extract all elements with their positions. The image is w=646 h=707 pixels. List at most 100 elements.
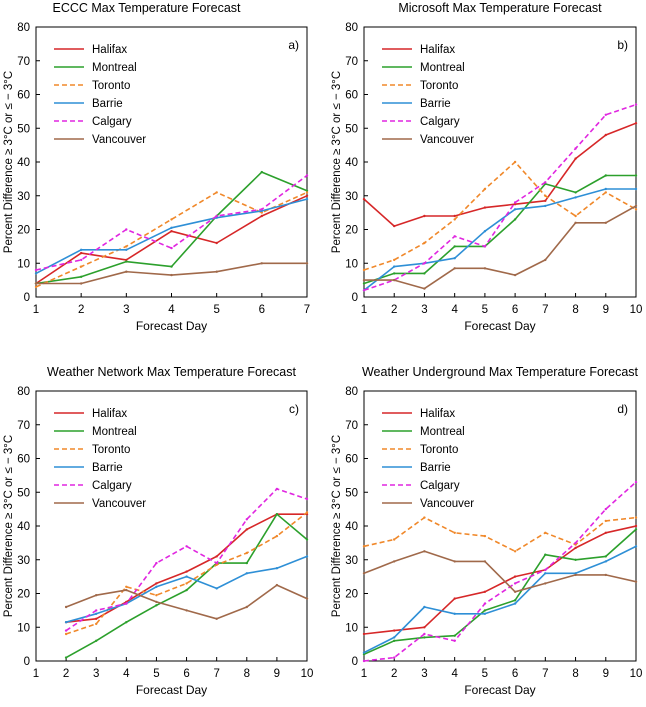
series-line-barrie <box>363 188 636 291</box>
series-line-montreal <box>65 513 308 659</box>
x-axis-label: Forecast Day <box>464 683 535 697</box>
data-point-vancouver <box>483 267 487 270</box>
y-axis-label: Percent Difference ≥ 3°C or ≤ − 3°C <box>3 71 15 253</box>
data-point-calgary <box>34 268 38 272</box>
data-point-halifax <box>544 199 547 202</box>
data-point-toronto <box>245 551 248 555</box>
y-tick-label: 80 <box>345 22 358 34</box>
data-point-vancouver <box>574 573 577 577</box>
data-point-halifax <box>634 122 638 125</box>
data-point-halifax <box>362 632 366 636</box>
x-axis-label: Forecast Day <box>136 319 207 333</box>
y-tick-label: 50 <box>345 487 358 499</box>
x-tick-label: 6 <box>259 304 265 316</box>
data-point-barrie <box>185 575 188 578</box>
x-tick-label: 9 <box>603 668 609 680</box>
data-point-calgary <box>275 487 279 491</box>
y-tick-label: 30 <box>17 191 30 203</box>
data-point-halifax <box>215 555 218 558</box>
data-point-calgary <box>513 201 517 204</box>
data-point-halifax <box>215 241 218 245</box>
y-tick-label: 10 <box>17 622 30 634</box>
data-point-vancouver <box>185 609 188 612</box>
data-point-montreal <box>634 174 638 177</box>
x-tick-label: 6 <box>512 304 518 316</box>
data-point-toronto <box>170 218 173 221</box>
chart-panel-eccc: ECCC Max Temperature Forecast a) 0 10 20 30 40… <box>3 1 310 333</box>
data-point-barrie <box>453 612 456 615</box>
legend-label-halifax: Halifax <box>420 44 455 56</box>
y-tick-label: 40 <box>345 157 358 169</box>
series-line-toronto <box>65 511 308 635</box>
data-point-vancouver <box>362 278 366 282</box>
data-point-barrie <box>215 587 218 590</box>
data-point-vancouver <box>95 594 98 597</box>
series-line-halifax <box>66 513 307 623</box>
x-tick-label: 9 <box>274 668 280 680</box>
legend-label-vancouver: Vancouver <box>92 498 146 510</box>
x-tick-label: 8 <box>572 304 578 316</box>
x-tick-label: 7 <box>304 304 310 316</box>
y-tick-label: 0 <box>352 292 358 304</box>
data-point-montreal <box>362 282 366 285</box>
x-tick-label: 10 <box>301 668 314 680</box>
x-tick-label: 2 <box>63 668 69 680</box>
data-point-vancouver <box>34 282 38 285</box>
y-tick-label: 50 <box>17 487 30 499</box>
data-point-halifax <box>80 251 83 255</box>
data-point-montreal <box>483 609 487 612</box>
data-point-barrie <box>513 602 517 605</box>
data-point-toronto <box>604 191 607 194</box>
legend-label-vancouver: Vancouver <box>420 498 474 510</box>
chart-panel-weather-underground: Weather Underground Max Temperature Fore… <box>331 365 642 697</box>
legend-label-montreal: Montreal <box>92 426 137 438</box>
data-point-barrie <box>125 248 128 251</box>
data-point-toronto <box>305 511 309 514</box>
data-point-vancouver <box>453 560 456 563</box>
data-point-toronto <box>393 538 396 541</box>
data-point-calgary <box>574 541 577 545</box>
x-tick-label: 4 <box>168 304 175 316</box>
data-point-vancouver <box>125 270 128 273</box>
legend-label-barrie: Barrie <box>92 462 123 474</box>
chart-panel-microsoft: Microsoft Max Temperature Forecast b) 0 10 2… <box>331 1 642 333</box>
data-point-toronto <box>34 285 38 289</box>
data-point-montreal <box>155 604 158 607</box>
data-point-toronto <box>513 550 517 553</box>
data-point-calgary <box>245 518 248 521</box>
x-tick-label: 8 <box>244 668 250 680</box>
data-point-barrie <box>34 272 38 275</box>
series-line-montreal <box>363 174 636 285</box>
data-point-montreal <box>362 653 366 656</box>
data-point-halifax <box>423 214 426 218</box>
data-point-halifax <box>245 528 248 531</box>
data-point-vancouver <box>574 221 577 224</box>
legend-label-toronto: Toronto <box>92 444 130 456</box>
data-point-calgary <box>215 214 218 218</box>
data-point-barrie <box>423 605 426 609</box>
y-tick-label: 10 <box>345 258 358 270</box>
data-point-montreal <box>260 170 263 174</box>
data-point-halifax <box>513 575 517 578</box>
x-tick-label: 7 <box>542 304 548 316</box>
data-point-calgary <box>483 602 487 605</box>
data-point-barrie <box>544 572 547 575</box>
data-point-vancouver <box>64 605 68 609</box>
data-point-vancouver <box>260 262 263 265</box>
data-point-barrie <box>634 187 638 191</box>
data-point-montreal <box>245 561 248 565</box>
x-tick-label: 3 <box>93 668 99 680</box>
data-point-toronto <box>275 534 279 538</box>
data-point-toronto <box>604 519 607 523</box>
data-point-halifax <box>483 206 487 209</box>
y-tick-label: 0 <box>24 656 30 668</box>
x-tick-label: 2 <box>78 304 84 316</box>
data-point-vancouver <box>393 560 396 563</box>
series-line-halifax <box>363 122 637 227</box>
x-tick-label: 9 <box>603 304 609 316</box>
legend-label-toronto: Toronto <box>92 80 130 92</box>
legend-label-calgary: Calgary <box>420 116 460 128</box>
data-point-toronto <box>483 534 487 538</box>
series-line-calgary <box>363 481 637 662</box>
data-point-montreal <box>185 588 188 592</box>
